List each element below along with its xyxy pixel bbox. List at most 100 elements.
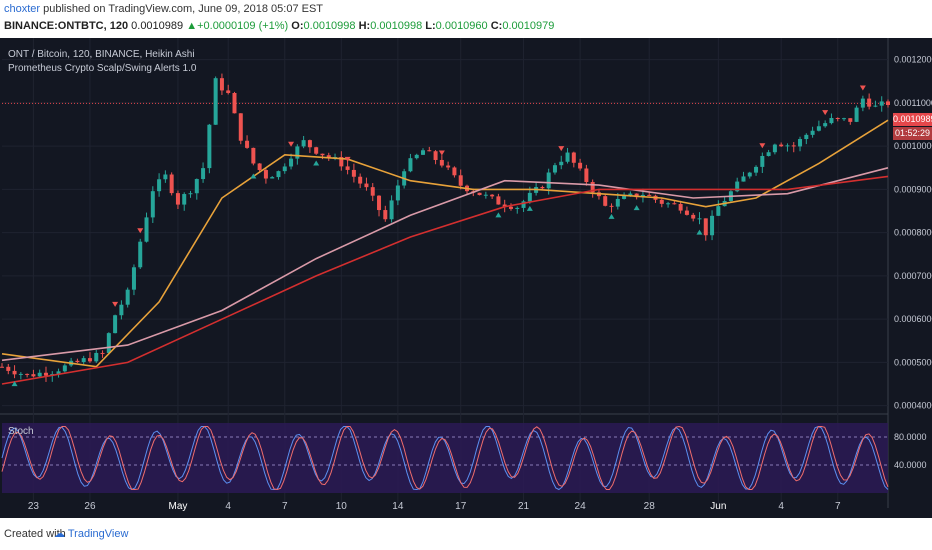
candle-body xyxy=(302,140,306,146)
candle-body xyxy=(151,191,155,217)
candle-body xyxy=(528,193,532,201)
x-tick-label: 23 xyxy=(28,501,40,512)
high-label: H: xyxy=(359,20,371,32)
candle-body xyxy=(352,170,356,177)
x-tick-label: 10 xyxy=(336,501,348,512)
candle-body xyxy=(232,93,236,113)
candle-body xyxy=(691,215,695,219)
candle-body xyxy=(346,166,350,170)
candle-body xyxy=(848,118,852,122)
candle-body xyxy=(390,200,394,219)
ohlc-line: BINANCE:ONTBTC, 120 0.0010989 ▲+0.000010… xyxy=(4,20,554,32)
candle-body xyxy=(189,193,193,194)
candle-body xyxy=(515,208,519,209)
stoch-tick-label: 80.0000 xyxy=(894,432,927,442)
candle-body xyxy=(94,353,98,361)
candle-body xyxy=(584,168,588,182)
y-tick-label: 0.0011000 xyxy=(894,98,932,108)
candle-body xyxy=(138,242,142,268)
candle-body xyxy=(811,131,815,135)
candle-body xyxy=(509,207,513,209)
candle-body xyxy=(88,358,92,361)
bar-countdown-badge: 01:52:29 xyxy=(893,127,932,140)
candle-body xyxy=(773,145,777,153)
close-label: C: xyxy=(491,20,503,32)
candle-body xyxy=(817,126,821,130)
candle-body xyxy=(647,195,651,196)
candle-body xyxy=(314,147,318,153)
candle-body xyxy=(616,199,620,207)
candle-body xyxy=(572,153,576,163)
candle-body xyxy=(383,210,387,219)
candle-body xyxy=(547,173,551,189)
price-change: +0.0000109 (+1%) xyxy=(197,20,288,32)
tradingview-brand: TradingView xyxy=(68,528,129,540)
candle-body xyxy=(258,163,262,170)
candle-body xyxy=(396,186,400,201)
tradingview-logo[interactable]: ☁ TradingView xyxy=(54,527,128,540)
candle-body xyxy=(239,113,243,140)
candle-body xyxy=(25,374,29,375)
symbol-label: BINANCE:ONTBTC, 120 xyxy=(4,20,128,32)
candle-body xyxy=(710,216,714,235)
candle-body xyxy=(270,177,274,178)
candle-body xyxy=(182,194,186,205)
candle-body xyxy=(873,106,877,107)
x-tick-label: 17 xyxy=(455,501,467,512)
candle-body xyxy=(578,163,582,169)
candle-body xyxy=(358,177,362,184)
candle-body xyxy=(754,167,758,173)
candle-body xyxy=(666,203,670,204)
open-value: 0.0010998 xyxy=(304,20,356,32)
candle-body xyxy=(421,150,425,155)
candle-body xyxy=(107,333,111,353)
candle-body xyxy=(245,141,249,148)
stoch-tick-label: 40.0000 xyxy=(894,460,927,470)
candle-body xyxy=(38,373,42,377)
candle-body xyxy=(289,159,293,167)
candle-body xyxy=(44,373,48,376)
candle-body xyxy=(672,203,676,204)
candle-body xyxy=(214,78,218,125)
candle-body xyxy=(760,156,764,167)
candle-body xyxy=(0,367,4,368)
x-tick-label: 4 xyxy=(225,501,231,512)
candle-body xyxy=(459,175,463,185)
last-price-badge: 0.0010989 xyxy=(893,113,932,126)
candle-body xyxy=(19,374,23,375)
candle-body xyxy=(251,148,255,164)
candle-body xyxy=(201,168,205,179)
candle-body xyxy=(792,145,796,146)
high-value: 0.0010998 xyxy=(370,20,422,32)
candle-body xyxy=(434,151,438,160)
candle-body xyxy=(163,174,167,179)
candle-body xyxy=(484,195,488,196)
author-link[interactable]: choxter xyxy=(4,3,40,15)
candle-body xyxy=(610,206,614,207)
candle-body xyxy=(364,184,368,188)
candle-body xyxy=(264,170,268,178)
close-value: 0.0010979 xyxy=(502,20,554,32)
candle-body xyxy=(75,361,79,362)
candle-body xyxy=(119,305,123,316)
candle-body xyxy=(63,365,67,371)
candle-body xyxy=(283,166,287,171)
candle-body xyxy=(697,218,701,219)
candle-body xyxy=(157,179,161,191)
candle-body xyxy=(82,358,86,362)
candle-body xyxy=(867,99,871,107)
x-tick-label: 28 xyxy=(644,501,656,512)
candle-body xyxy=(427,150,431,151)
candle-body xyxy=(145,217,149,241)
legend-indicator: Prometheus Crypto Scalp/Swing Alerts 1.0 xyxy=(8,62,196,76)
candle-body xyxy=(490,195,494,197)
candle-body xyxy=(446,166,450,168)
